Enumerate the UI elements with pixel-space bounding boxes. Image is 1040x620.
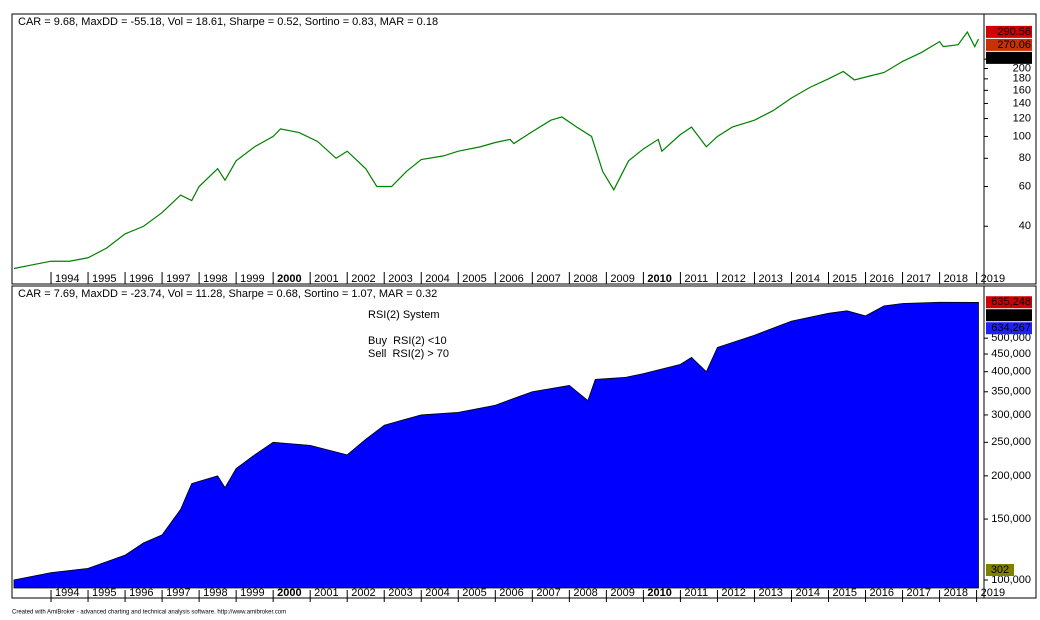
x-tick-label: 2013 [758, 273, 782, 285]
y-tick-label: 500,000 [991, 332, 1031, 344]
bars-label: 302 [991, 564, 1009, 576]
y-tick-label: 140 [1013, 97, 1031, 109]
x-tick-label: 2017 [907, 587, 931, 599]
x-tick-label: 2019 [981, 587, 1005, 599]
price-label-box [986, 296, 1032, 309]
y-tick-label: 100,000 [991, 574, 1031, 586]
x-tick-label: 1999 [240, 587, 264, 599]
y-tick-label: 200 [1013, 62, 1031, 74]
x-tick-label: 2002 [351, 273, 375, 285]
panel-frame [11, 285, 1037, 599]
x-tick-label: 1997 [166, 273, 190, 285]
price-label-box [986, 51, 1032, 64]
x-tick-label: 1996 [129, 273, 153, 285]
y-tick-label: 300,000 [991, 409, 1031, 421]
x-tick-label: 1996 [129, 587, 153, 599]
y-tick-label: 160 [1013, 84, 1031, 96]
x-tick-label: 2005 [462, 273, 486, 285]
y-tick-label: 40 [1019, 220, 1031, 232]
x-tick-label: 2004 [425, 273, 449, 285]
x-tick-label: 1998 [203, 587, 227, 599]
price-label: 635,248 [991, 296, 1031, 308]
x-tick-label: 2015 [833, 587, 857, 599]
y-tick-label: 450,000 [991, 348, 1031, 360]
y-tick-label: 350,000 [991, 386, 1031, 398]
x-tick-label: 2008 [573, 273, 597, 285]
x-tick-label: 2018 [944, 273, 968, 285]
x-tick-label: 2010 [647, 273, 671, 285]
x-tick-label: 2019 [981, 273, 1005, 285]
price-label: 634,267 [991, 309, 1031, 321]
x-tick-label: 2015 [833, 273, 857, 285]
y-tick-label: 80 [1019, 152, 1031, 164]
x-tick-label: 1995 [92, 587, 116, 599]
y-tick-label: 400,000 [991, 366, 1031, 378]
footer: Created with AmiBroker - advanced charti… [12, 610, 286, 616]
x-tick-label: 2001 [314, 587, 338, 599]
y-tick-label: 200,000 [991, 470, 1031, 482]
y-tick-label: 60 [1019, 180, 1031, 192]
bars-label-box [986, 564, 1014, 576]
annotation: RSI(2) System [368, 309, 440, 321]
x-tick-label: 2011 [684, 273, 708, 285]
x-tick-label: 1995 [92, 273, 116, 285]
x-tick-label: 1994 [55, 273, 79, 285]
x-tick-label: 2018 [944, 587, 968, 599]
x-tick-label: 1998 [203, 273, 227, 285]
x-tick-label: 2016 [870, 273, 894, 285]
x-tick-label: 2000 [277, 273, 301, 285]
price-line [13, 30, 979, 270]
x-tick-label: 2012 [721, 587, 745, 599]
price-label-box [986, 309, 1032, 322]
x-tick-label: 2006 [499, 587, 523, 599]
panel-frame [11, 13, 1037, 285]
x-tick-label: 2007 [536, 273, 560, 285]
x-tick-label: 2004 [425, 587, 449, 599]
price-label-box [986, 38, 1032, 51]
x-tick-label: 2003 [388, 273, 412, 285]
price-label: 270.06 [997, 52, 1031, 64]
price-label: 270.06 [997, 39, 1031, 51]
annotation: Buy RSI(2) <10 [368, 335, 447, 347]
price-label-box [986, 25, 1032, 38]
x-tick-label: 2005 [462, 587, 486, 599]
x-tick-label: 2014 [795, 273, 819, 285]
y-tick-label: 150,000 [991, 513, 1031, 525]
y-tick-label: 120 [1013, 112, 1031, 124]
x-tick-label: 2003 [388, 587, 412, 599]
panel-title: CAR = 7.69, MaxDD = -23.74, Vol = 11.28,… [18, 288, 437, 300]
price-label: 290.56 [997, 26, 1031, 38]
x-tick-label: 2017 [907, 273, 931, 285]
x-tick-label: 2001 [314, 273, 338, 285]
x-tick-label: 2014 [795, 587, 819, 599]
x-tick-label: 2000 [277, 587, 301, 599]
x-tick-label: 2013 [758, 587, 782, 599]
y-tick-label: 180 [1013, 73, 1031, 85]
price-label-box [986, 322, 1032, 335]
x-tick-label: 1994 [55, 587, 79, 599]
x-tick-label: 1997 [166, 587, 190, 599]
x-tick-label: 2010 [647, 587, 671, 599]
x-tick-label: 2006 [499, 273, 523, 285]
y-tick-label: 250,000 [991, 436, 1031, 448]
price-label: 634,267 [991, 322, 1031, 334]
x-tick-label: 2007 [536, 587, 560, 599]
x-tick-label: 2009 [610, 587, 634, 599]
x-tick-label: 2012 [721, 273, 745, 285]
annotation: Sell RSI(2) > 70 [368, 348, 449, 360]
x-tick-label: 2011 [684, 587, 708, 599]
panel-title: CAR = 9.68, MaxDD = -55.18, Vol = 18.61,… [18, 16, 438, 28]
x-tick-label: 2002 [351, 587, 375, 599]
equity-area [13, 301, 979, 589]
x-tick-label: 2009 [610, 273, 634, 285]
x-tick-label: 2008 [573, 587, 597, 599]
x-tick-label: 2016 [870, 587, 894, 599]
x-tick-label: 1999 [240, 273, 264, 285]
y-tick-label: 100 [1013, 130, 1031, 142]
